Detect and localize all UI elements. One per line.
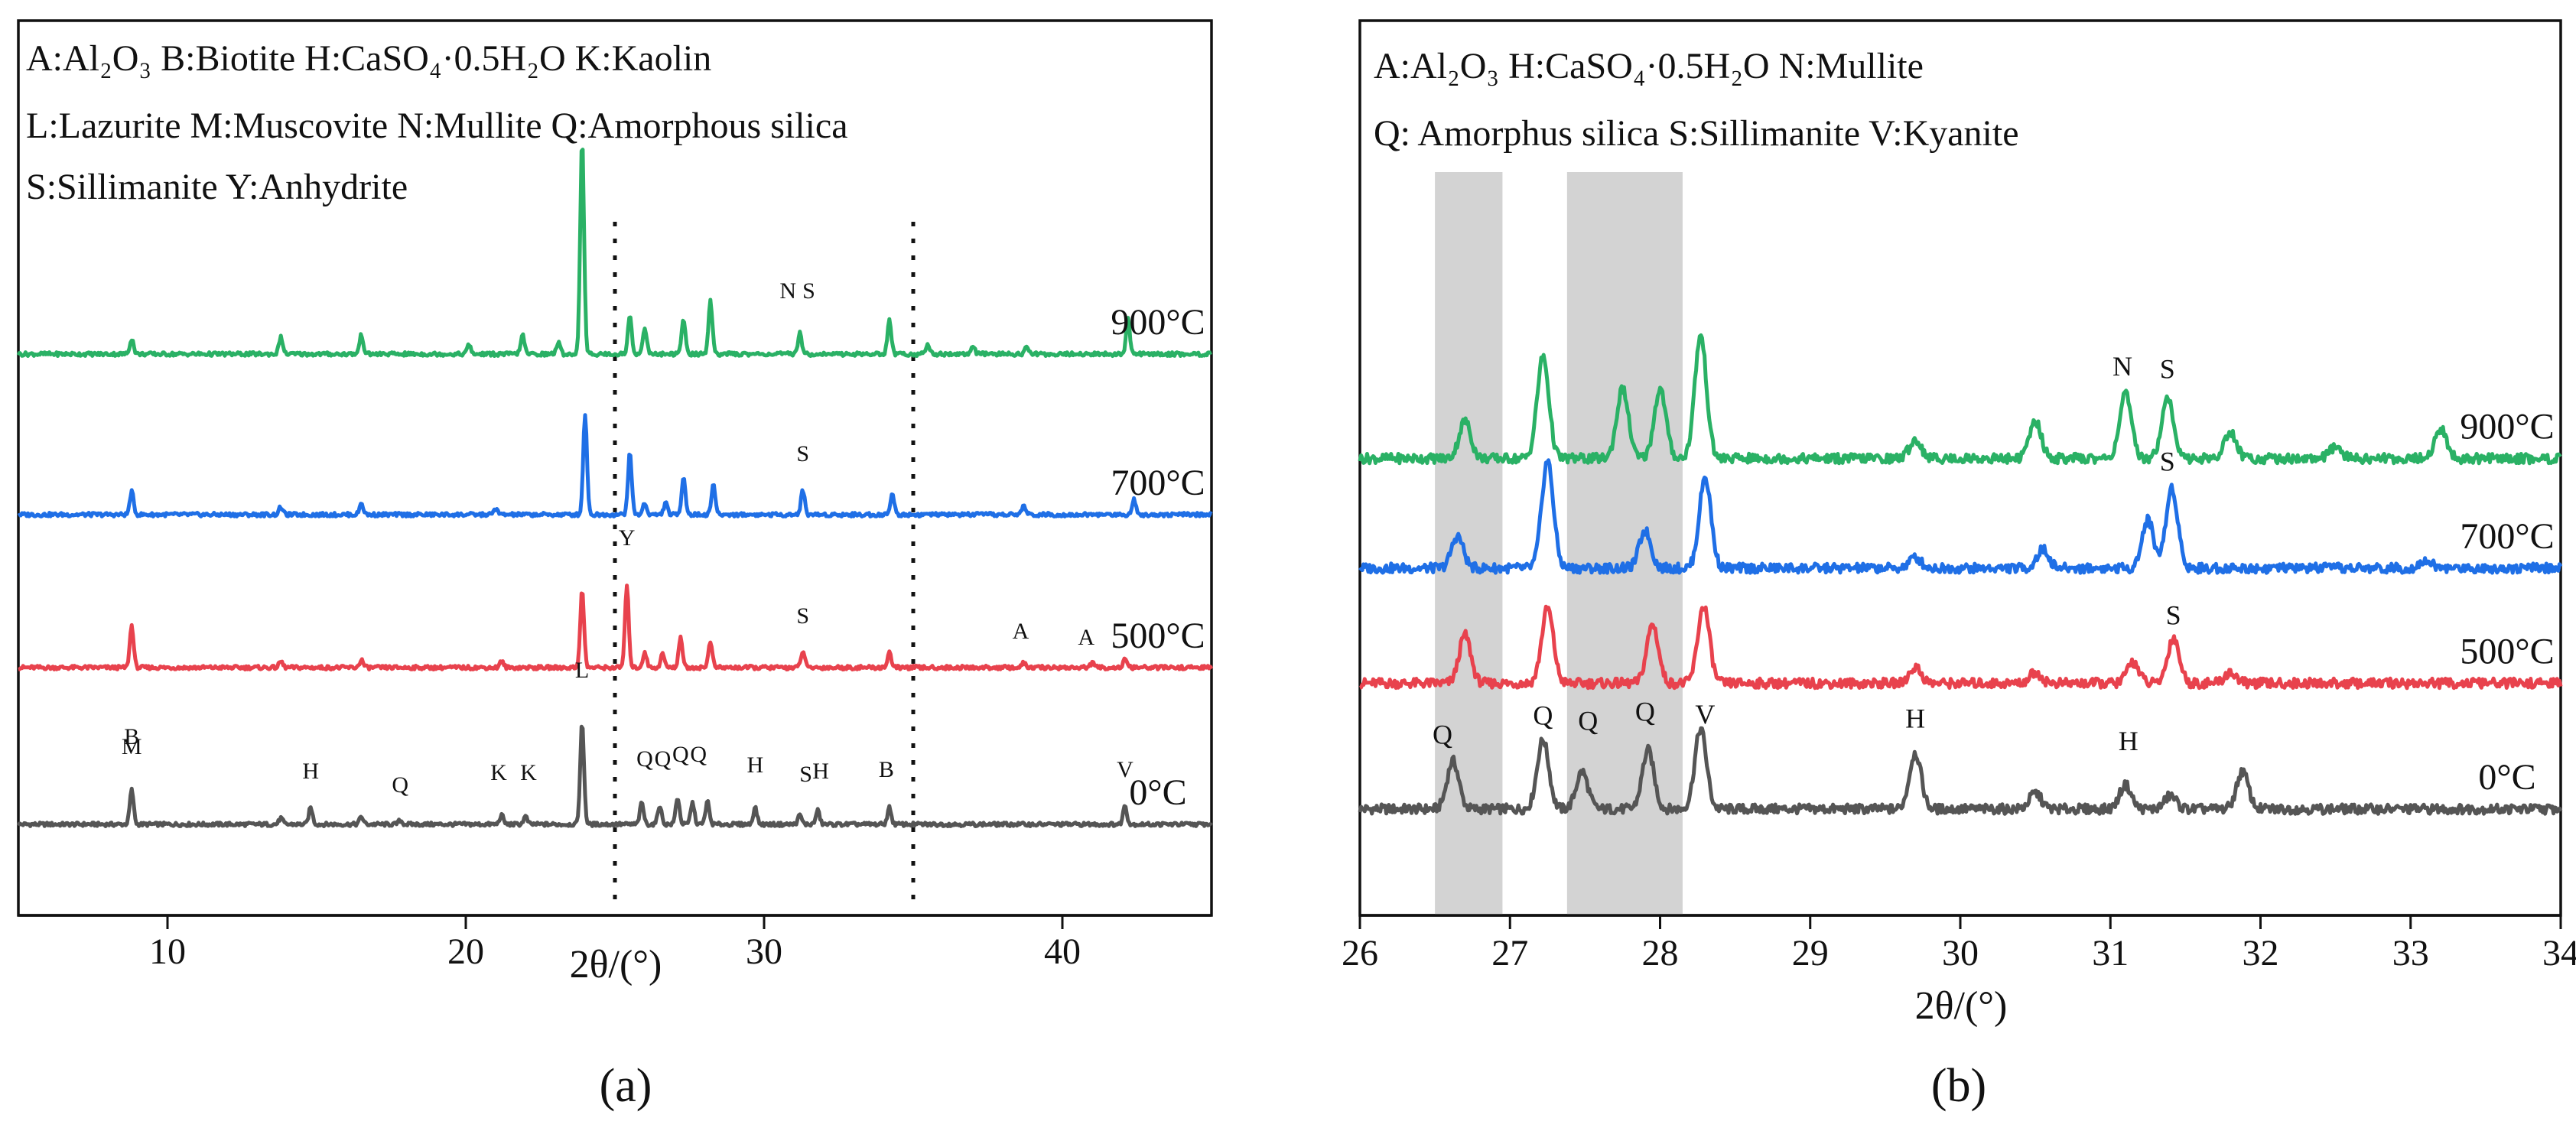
panel-b-legend: A:Al₂O₃ H:CaSO₄·0.5H₂O N:Mullite Q: Amor… bbox=[1374, 46, 2019, 154]
b-peak-label-0-c-q: Q bbox=[1533, 700, 1553, 730]
b-peak-label-900-c-n: N bbox=[2113, 351, 2132, 382]
b-temp-label-0-c: 0°C bbox=[2478, 757, 2535, 798]
a-peak-label-0-c-q: Q bbox=[690, 742, 707, 767]
panel-a-caption: (a) bbox=[600, 1060, 652, 1112]
panel-a-legend-line-2: L:Lazurite M:Muscovite N:Mullite Q:Amorp… bbox=[26, 106, 848, 146]
a-trace-700-c bbox=[17, 413, 1213, 518]
b-trace-900-c bbox=[1358, 333, 2562, 466]
b-temp-label-500-c: 500°C bbox=[2460, 632, 2554, 672]
a-peak-label-0-c-b: B bbox=[879, 757, 894, 782]
a-temp-label-0-c: 0°C bbox=[1129, 772, 1186, 813]
panel-b-traces bbox=[1358, 333, 2563, 816]
a-peak-label-0-c-q: Q bbox=[655, 746, 672, 772]
a-peak-label-0-c-b: B bbox=[124, 724, 139, 749]
b-x-tick-label-26: 26 bbox=[1342, 933, 1378, 973]
panel-b-temperature-labels: 0°C 500°C 700°C 900°C bbox=[2460, 407, 2554, 798]
a-peak-label-0-c-q: Q bbox=[392, 772, 408, 798]
a-peak-label-500-c-a: A bbox=[1013, 619, 1029, 644]
a-trace-500-c bbox=[18, 583, 1214, 671]
b-peak-label-0-c-q: Q bbox=[1635, 697, 1655, 727]
b-x-tick-label-33: 33 bbox=[2392, 933, 2429, 973]
a-x-tick-label-40: 40 bbox=[1044, 931, 1081, 972]
panel-b-frame bbox=[1358, 19, 2562, 917]
b-trace-500-c bbox=[1359, 604, 2563, 691]
b-trace-0-c bbox=[1358, 726, 2563, 816]
panel-a-traces bbox=[16, 148, 1214, 828]
a-peak-label-500-c-y: Y bbox=[619, 525, 636, 551]
a-peak-label-0-c-h: H bbox=[746, 752, 763, 778]
a-peak-label-0-c-h: H bbox=[302, 759, 319, 784]
panel-b-legend-line-2: Q: Amorphus silica S:Sillimanite V:Kyani… bbox=[1374, 113, 2019, 154]
b-x-tick-label-31: 31 bbox=[2092, 933, 2129, 973]
a-peak-label-0-c-q: Q bbox=[672, 742, 689, 767]
b-temp-label-700-c: 700°C bbox=[2460, 516, 2554, 557]
a-peak-label-0-c-l: L bbox=[575, 658, 589, 683]
b-peak-label-0-c-h: H bbox=[2119, 726, 2139, 756]
a-peak-label-900-c-s: S bbox=[802, 278, 815, 304]
a-peak-label-0-c-k: K bbox=[490, 760, 507, 785]
b-x-tick-label-32: 32 bbox=[2243, 933, 2279, 973]
b-peak-label-900-c-s: S bbox=[2160, 354, 2175, 385]
a-peak-label-500-c-s: S bbox=[796, 603, 809, 629]
b-peak-label-0-c-h: H bbox=[1905, 704, 1925, 734]
a-peak-label-0-c-q: Q bbox=[636, 746, 653, 772]
a-peak-label-0-c-s: S bbox=[799, 762, 812, 787]
a-trace-0-c bbox=[16, 724, 1213, 828]
panel-a-legend-line-3: S:Sillimanite Y:Anhydrite bbox=[26, 167, 408, 207]
b-x-tick-label-27: 27 bbox=[1491, 933, 1528, 973]
panel-a-ticks: 10 20 30 40 bbox=[149, 915, 1081, 972]
panel-b-legend-line-1: A:Al₂O₃ H:CaSO₄·0.5H₂O N:Mullite bbox=[1374, 46, 1924, 86]
panel-b-caption: (b) bbox=[1931, 1060, 1986, 1112]
panel-a-legend-line-1: A:Al₂O₃ B:Biotite H:CaSO₄·0.5H₂O K:Kaoli… bbox=[26, 38, 711, 79]
panel-a-temperature-labels: 0°C 500°C 700°C 900°C bbox=[1111, 302, 1205, 813]
b-temp-label-900-c: 900°C bbox=[2460, 407, 2554, 447]
a-peak-label-0-c-m: M bbox=[122, 734, 142, 759]
a-trace-900-c bbox=[16, 148, 1212, 358]
a-temp-label-700-c: 700°C bbox=[1111, 463, 1205, 503]
a-peak-label-700-c-s: S bbox=[796, 441, 809, 466]
a-x-tick-label-20: 20 bbox=[447, 931, 484, 972]
b-x-tick-label-29: 29 bbox=[1792, 933, 1829, 973]
panel-b-ticks: 26 27 28 29 30 31 32 33 34 bbox=[1342, 915, 2576, 973]
a-peak-label-0-c-k: K bbox=[520, 760, 537, 785]
panel-a-x-axis-label: 2θ/(°) bbox=[570, 943, 662, 986]
b-x-tick-label-34: 34 bbox=[2542, 933, 2576, 973]
panel-a-legend: A:Al₂O₃ B:Biotite H:CaSO₄·0.5H₂O K:Kaoli… bbox=[26, 38, 848, 207]
a-x-tick-label-10: 10 bbox=[149, 931, 186, 972]
a-peak-label-500-c-a: A bbox=[1078, 625, 1094, 650]
a-temp-label-900-c: 900°C bbox=[1111, 302, 1205, 343]
b-x-tick-label-28: 28 bbox=[1642, 933, 1679, 973]
a-peak-label-900-c-n: N bbox=[779, 278, 796, 304]
b-peak-label-0-c-q: Q bbox=[1578, 705, 1598, 736]
a-peak-label-0-c-v: V bbox=[1117, 757, 1134, 782]
b-peak-label-700-c-s: S bbox=[2160, 447, 2175, 477]
a-temp-label-500-c: 500°C bbox=[1111, 616, 1205, 656]
b-peak-label-0-c-v: V bbox=[1695, 699, 1715, 730]
panel-a-dotted-lines bbox=[613, 222, 916, 910]
panel-b-x-axis-label: 2θ/(°) bbox=[1915, 984, 2008, 1028]
a-peak-label-0-c-h: H bbox=[812, 759, 829, 784]
b-peak-label-500-c-s: S bbox=[2166, 600, 2181, 631]
b-peak-label-0-c-q: Q bbox=[1433, 720, 1452, 750]
b-trace-700-c bbox=[1358, 458, 2563, 575]
b-x-tick-label-30: 30 bbox=[1942, 933, 1979, 973]
a-x-tick-label-30: 30 bbox=[746, 931, 782, 972]
